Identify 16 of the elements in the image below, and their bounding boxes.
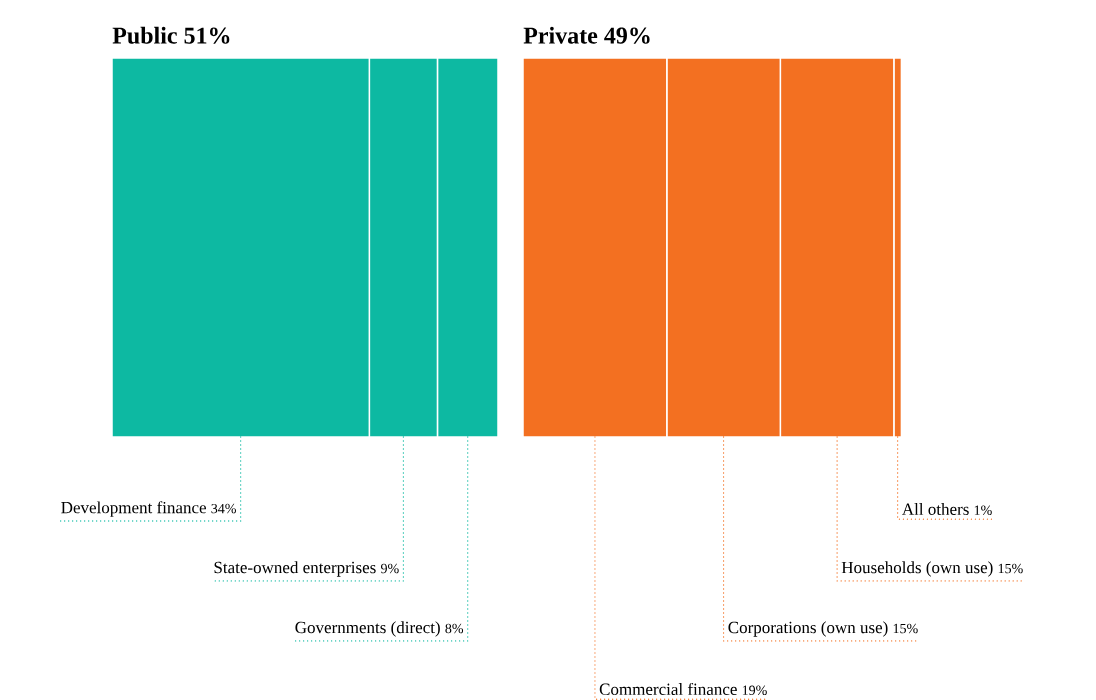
chart-title: Private 49% (523, 26, 650, 44)
chart-title: Public 51% (112, 26, 230, 44)
text: Development finance (61, 501, 206, 517)
data-label: 1% (974, 505, 992, 515)
data-label: 34% (211, 503, 236, 514)
text: State-owned enterprises (214, 561, 376, 577)
text: All others (902, 503, 969, 515)
data-label: 15% (998, 563, 1023, 574)
text: Commercial finance (599, 682, 737, 696)
text: Corporations (own use) (728, 621, 888, 637)
text: Households (own use) (841, 561, 993, 577)
data-label: 8% (445, 623, 464, 634)
data-label: 9% (380, 563, 399, 574)
data-label: 15% (893, 623, 918, 634)
data-label: 19% (742, 685, 767, 696)
text: Governments (direct) (295, 621, 440, 637)
